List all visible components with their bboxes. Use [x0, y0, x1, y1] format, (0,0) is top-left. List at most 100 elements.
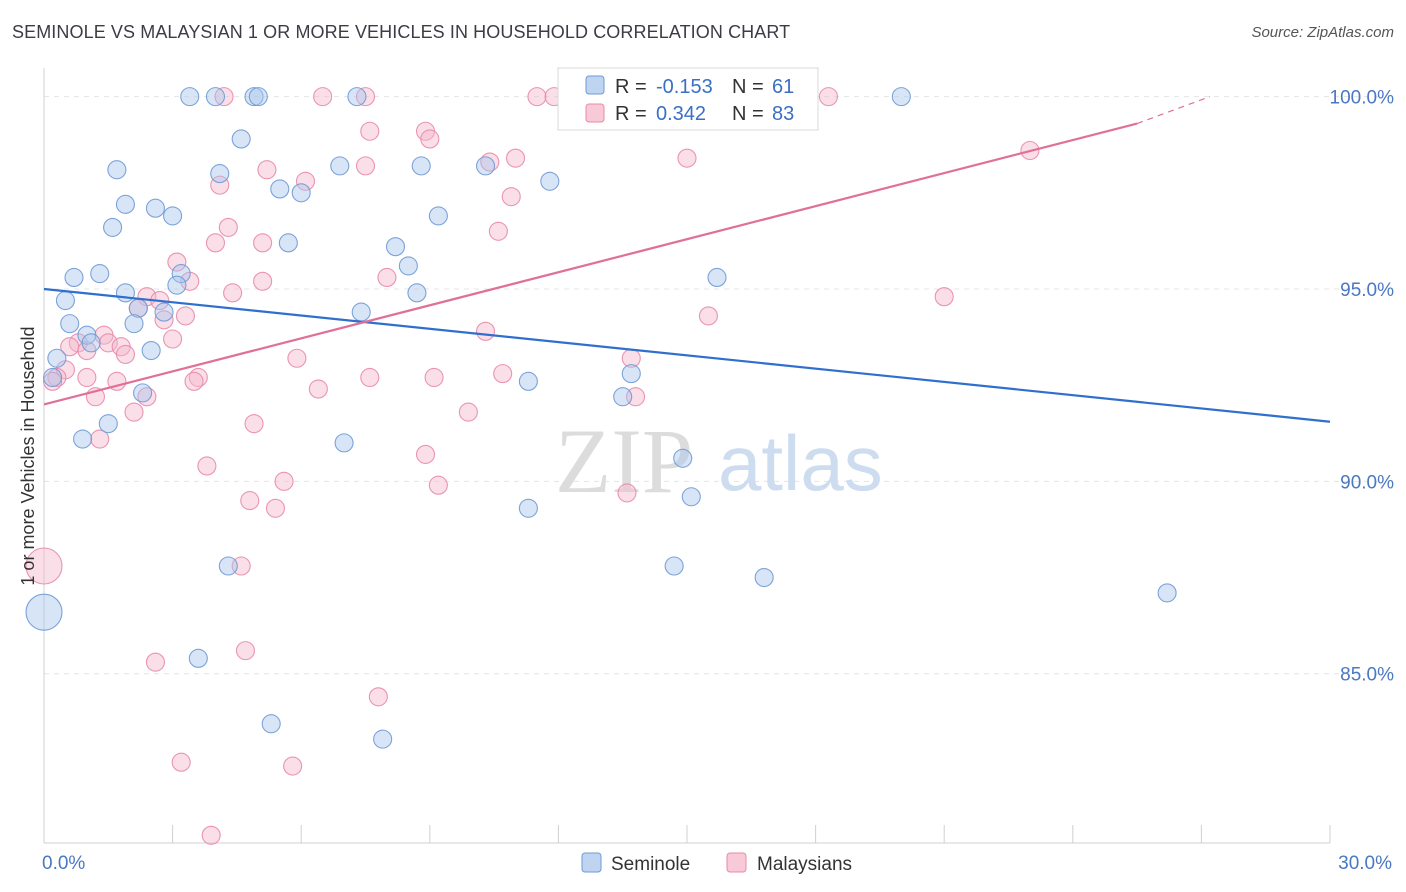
malaysian-point-26	[377, 267, 397, 287]
seminole-point-1	[205, 87, 226, 107]
seminole-point-42	[518, 371, 538, 391]
x-tick-labels: 0.0% 30.0%	[42, 853, 1392, 874]
malaysians-trend-extension	[1136, 96, 1211, 125]
y-axis-label: 1 or more Vehicles in Household	[18, 326, 38, 585]
malaysian-point-20	[488, 221, 508, 241]
x-tick-label-left: 0.0%	[42, 853, 85, 874]
seminole-point-58	[373, 729, 393, 749]
seminole-point-13	[270, 179, 290, 199]
malaysian-point-21	[205, 233, 226, 253]
legend-n-value-1: 61	[772, 76, 794, 98]
malaysian-point-49	[360, 367, 380, 388]
malaysian-point-3	[527, 87, 547, 107]
malaysian-point-19	[218, 217, 238, 237]
seminole-point-11	[475, 156, 496, 176]
seminole-point-21	[385, 237, 406, 257]
seminole-point-29	[407, 283, 427, 303]
seminole-point-34	[60, 314, 80, 334]
trend-lines	[43, 96, 1331, 423]
y-tick-label-2: 90.0%	[1340, 472, 1394, 493]
malaysian-point-60	[124, 402, 144, 422]
malaysian-point-78	[201, 825, 221, 845]
malaysian-point-50	[424, 367, 444, 388]
seminole-point-38	[141, 340, 161, 361]
legend-n-label-2: N =	[732, 103, 764, 125]
seminole-trend-line	[43, 287, 1331, 423]
seminole-point-54	[1157, 583, 1177, 603]
malaysian-point-77	[283, 756, 303, 776]
seminole-point-23	[171, 264, 191, 284]
malaysian-point-6	[818, 87, 839, 107]
seminole-point-55	[25, 593, 63, 631]
malaysian-point-34	[698, 306, 718, 326]
malaysian-point-63	[90, 429, 110, 449]
malaysians-trend-line	[43, 122, 1138, 406]
malaysian-point-62	[244, 414, 264, 434]
y-tick-label-0: 100.0%	[1330, 88, 1395, 109]
malaysian-point-14	[677, 148, 697, 168]
seminole-point-50	[518, 498, 538, 518]
axes	[43, 68, 1331, 844]
malaysian-point-7	[360, 121, 380, 141]
gridlines	[44, 96, 1380, 675]
seminole-point-16	[145, 198, 166, 218]
seminole-point-46	[73, 429, 93, 449]
malaysian-point-38	[98, 333, 118, 353]
seminole-point-9	[330, 156, 350, 176]
seminole-point-53	[754, 567, 774, 588]
legend-r-label-1: R =	[615, 76, 647, 98]
seminole-point-22	[398, 256, 418, 276]
seminole-point-2	[244, 87, 264, 107]
source-credit: Source: ZipAtlas.com	[1251, 24, 1394, 41]
malaysian-point-23	[167, 252, 187, 272]
seminole-point-51	[218, 556, 238, 576]
malaysian-point-64	[415, 444, 436, 464]
seminole-point-49	[681, 487, 701, 507]
seminole-point-14	[291, 183, 311, 203]
malaysian-point-22	[253, 233, 273, 253]
malaysian-point-36	[163, 329, 183, 349]
seminole-point-20	[278, 233, 298, 253]
y-tick-label-1: 95.0%	[1340, 280, 1394, 301]
seminole-point-26	[707, 267, 727, 287]
legend-series: Seminole Malaysians	[581, 852, 852, 875]
seminole-point-30	[55, 290, 75, 311]
malaysian-point-53	[184, 371, 204, 391]
seminole-point-52	[664, 556, 684, 576]
y-tick-labels: 100.0% 95.0% 90.0% 85.0%	[1330, 88, 1395, 686]
seminole-point-6	[231, 129, 251, 149]
malaysian-point-68	[240, 491, 260, 511]
malaysian-point-43	[115, 344, 135, 364]
chart-title: SEMINOLE VS MALAYSIAN 1 OR MORE VEHICLES…	[12, 22, 791, 42]
watermark-atlas: atlas	[718, 419, 883, 507]
seminole-point-7	[107, 160, 127, 180]
malaysian-point-67	[428, 475, 448, 495]
seminole-point-17	[163, 206, 183, 226]
malaysian-point-44	[287, 348, 307, 368]
seminole-point-57	[261, 714, 281, 734]
malaysian-point-65	[197, 456, 217, 476]
watermark-zip: ZIP	[555, 410, 693, 512]
malaysian-point-9	[420, 129, 440, 149]
legend-seminole-swatch	[581, 852, 602, 873]
malaysian-point-35	[475, 321, 496, 341]
legend-r-value-2: 0.342	[656, 103, 706, 125]
malaysian-point-56	[308, 379, 328, 399]
legend-stats-malaysian-swatch	[585, 103, 605, 123]
seminole-point-41	[43, 367, 63, 388]
legend-stats-seminole-swatch	[585, 75, 605, 95]
legend-seminole-label: Seminole	[611, 854, 690, 875]
seminole-point-18	[428, 206, 448, 226]
seminole-point-4	[347, 87, 367, 107]
x-tick-label-right: 30.0%	[1338, 853, 1392, 874]
malaysian-point-69	[617, 483, 637, 503]
seminole-point-3	[248, 87, 268, 107]
legend-n-value-2: 83	[772, 103, 794, 125]
malaysian-point-1	[313, 87, 333, 107]
malaysian-point-12	[355, 156, 376, 176]
seminole-point-25	[64, 267, 84, 287]
malaysian-point-70	[265, 498, 286, 518]
seminole-point-0	[180, 87, 200, 107]
malaysian-point-72	[25, 547, 63, 585]
